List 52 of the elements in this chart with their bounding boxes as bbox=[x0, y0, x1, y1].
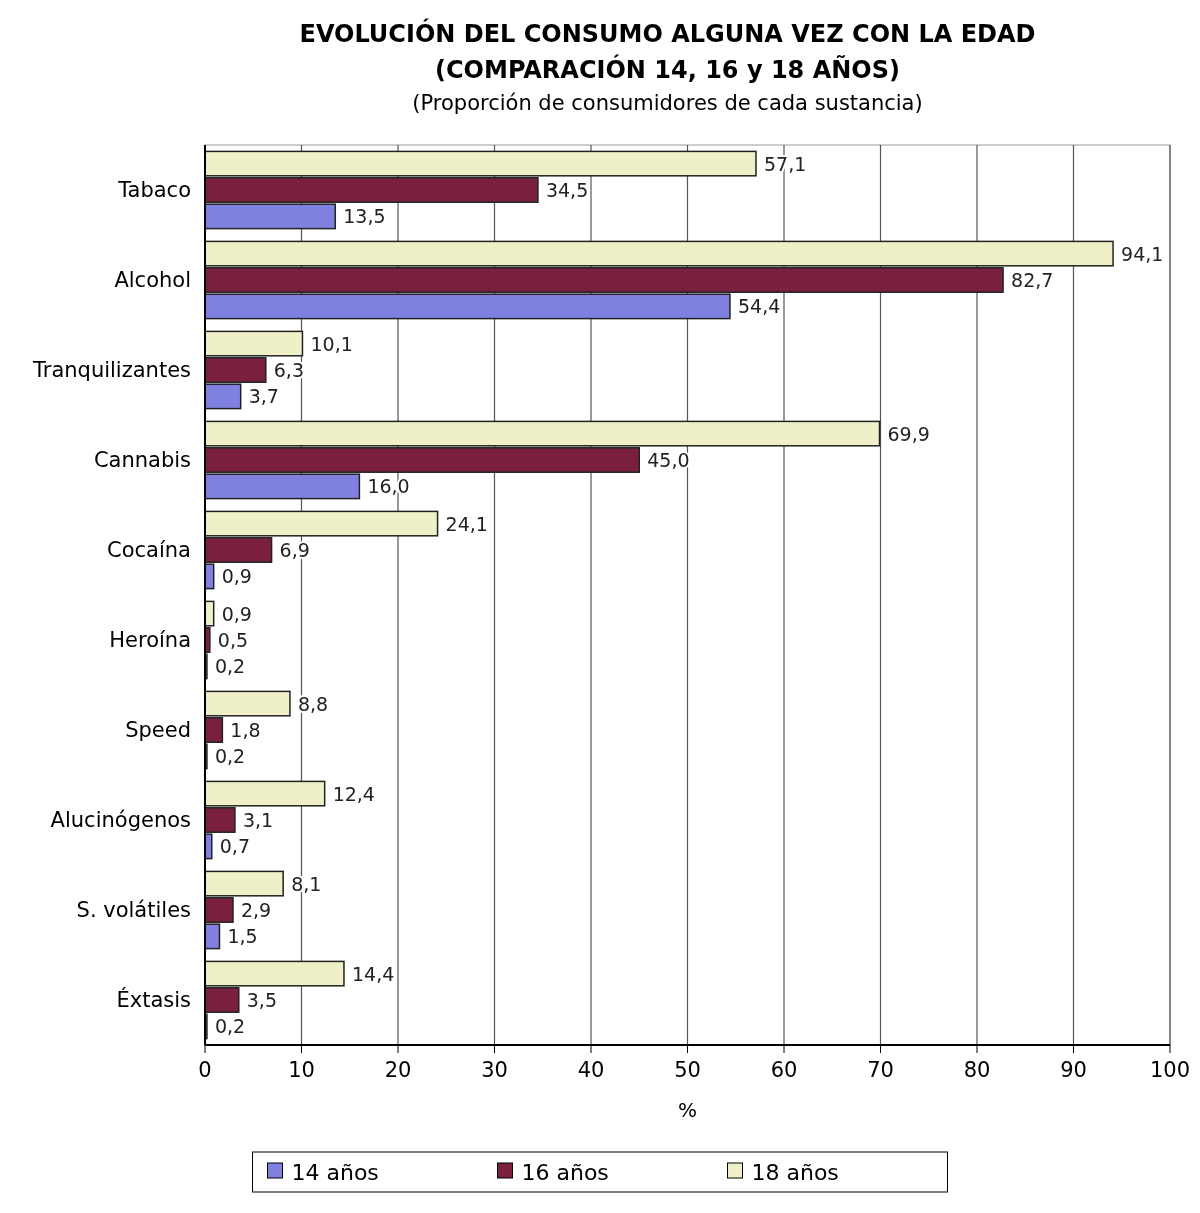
data-label: 69,9 bbox=[887, 422, 930, 445]
data-label: 12,4 bbox=[332, 782, 375, 805]
legend-label: 18 años bbox=[751, 1160, 839, 1185]
data-label: 54,4 bbox=[737, 295, 781, 318]
y-tick-label: Alcohol bbox=[114, 268, 191, 292]
y-tick-label: Heroína bbox=[109, 628, 191, 652]
data-label: 10,1 bbox=[310, 332, 353, 355]
data-label: 3,5 bbox=[246, 989, 277, 1011]
x-tick-label: 100 bbox=[1149, 1058, 1191, 1082]
chart-title: EVOLUCIÓN DEL CONSUMO ALGUNA VEZ CON LA EDAD (COMPARACIÓN 14, 16 y 18 AÑOS) bbox=[299, 18, 1036, 84]
x-tick-label: 80 bbox=[963, 1058, 991, 1082]
x-tick-label: 20 bbox=[384, 1058, 412, 1082]
x-tick-label: 40 bbox=[577, 1058, 605, 1082]
data-label: 3,7 bbox=[248, 385, 279, 408]
y-tick-label: Tranquilizantes bbox=[32, 358, 191, 382]
chart-subtitle: (Proporción de consumidores de cada sustancia) bbox=[412, 91, 923, 115]
x-tick-label: 0 bbox=[198, 1058, 212, 1082]
data-label: 0,9 bbox=[221, 602, 252, 625]
legend-label: 14 años bbox=[291, 1160, 379, 1185]
data-label: 0,9 bbox=[221, 565, 252, 588]
data-label: 13,5 bbox=[343, 205, 386, 228]
data-label: 0,2 bbox=[214, 655, 246, 678]
y-tick-label: Éxtasis bbox=[116, 987, 191, 1012]
y-tick-label: Cannabis bbox=[93, 448, 191, 472]
data-label: 0,5 bbox=[217, 629, 249, 651]
legend-label: 16 años bbox=[521, 1160, 609, 1185]
y-tick-label: Speed bbox=[125, 718, 191, 742]
data-label: 94,1 bbox=[1121, 242, 1164, 265]
y-tick-label: Alucinógenos bbox=[50, 808, 191, 832]
data-label: 1,5 bbox=[227, 925, 258, 948]
data-label: 24,1 bbox=[445, 512, 488, 535]
x-tick-label: 70 bbox=[867, 1058, 894, 1082]
x-tick-label: 10 bbox=[288, 1058, 315, 1082]
data-label: 0,2 bbox=[214, 745, 246, 768]
data-label: 1,8 bbox=[230, 719, 261, 741]
x-tick-label: 50 bbox=[674, 1058, 701, 1082]
data-label: 0,2 bbox=[214, 1015, 246, 1038]
data-label: 2,9 bbox=[240, 899, 272, 921]
x-axis-title: % bbox=[677, 1098, 698, 1122]
y-tick-label: Cocaína bbox=[107, 538, 191, 562]
x-tick-label: 60 bbox=[770, 1058, 798, 1082]
data-label: 14,4 bbox=[351, 962, 395, 985]
y-tick-label: Tabaco bbox=[117, 178, 191, 202]
data-label: 82,7 bbox=[1011, 269, 1054, 291]
data-label: 3,1 bbox=[242, 809, 274, 831]
x-tick-label: 90 bbox=[1060, 1058, 1087, 1082]
data-label: 0,7 bbox=[219, 835, 250, 858]
data-label: 34,5 bbox=[545, 179, 589, 201]
data-label: 57,1 bbox=[764, 152, 807, 175]
x-tick-label: 30 bbox=[481, 1058, 508, 1082]
data-label: 16,0 bbox=[367, 475, 410, 498]
y-tick-label: S. volátiles bbox=[76, 898, 191, 922]
